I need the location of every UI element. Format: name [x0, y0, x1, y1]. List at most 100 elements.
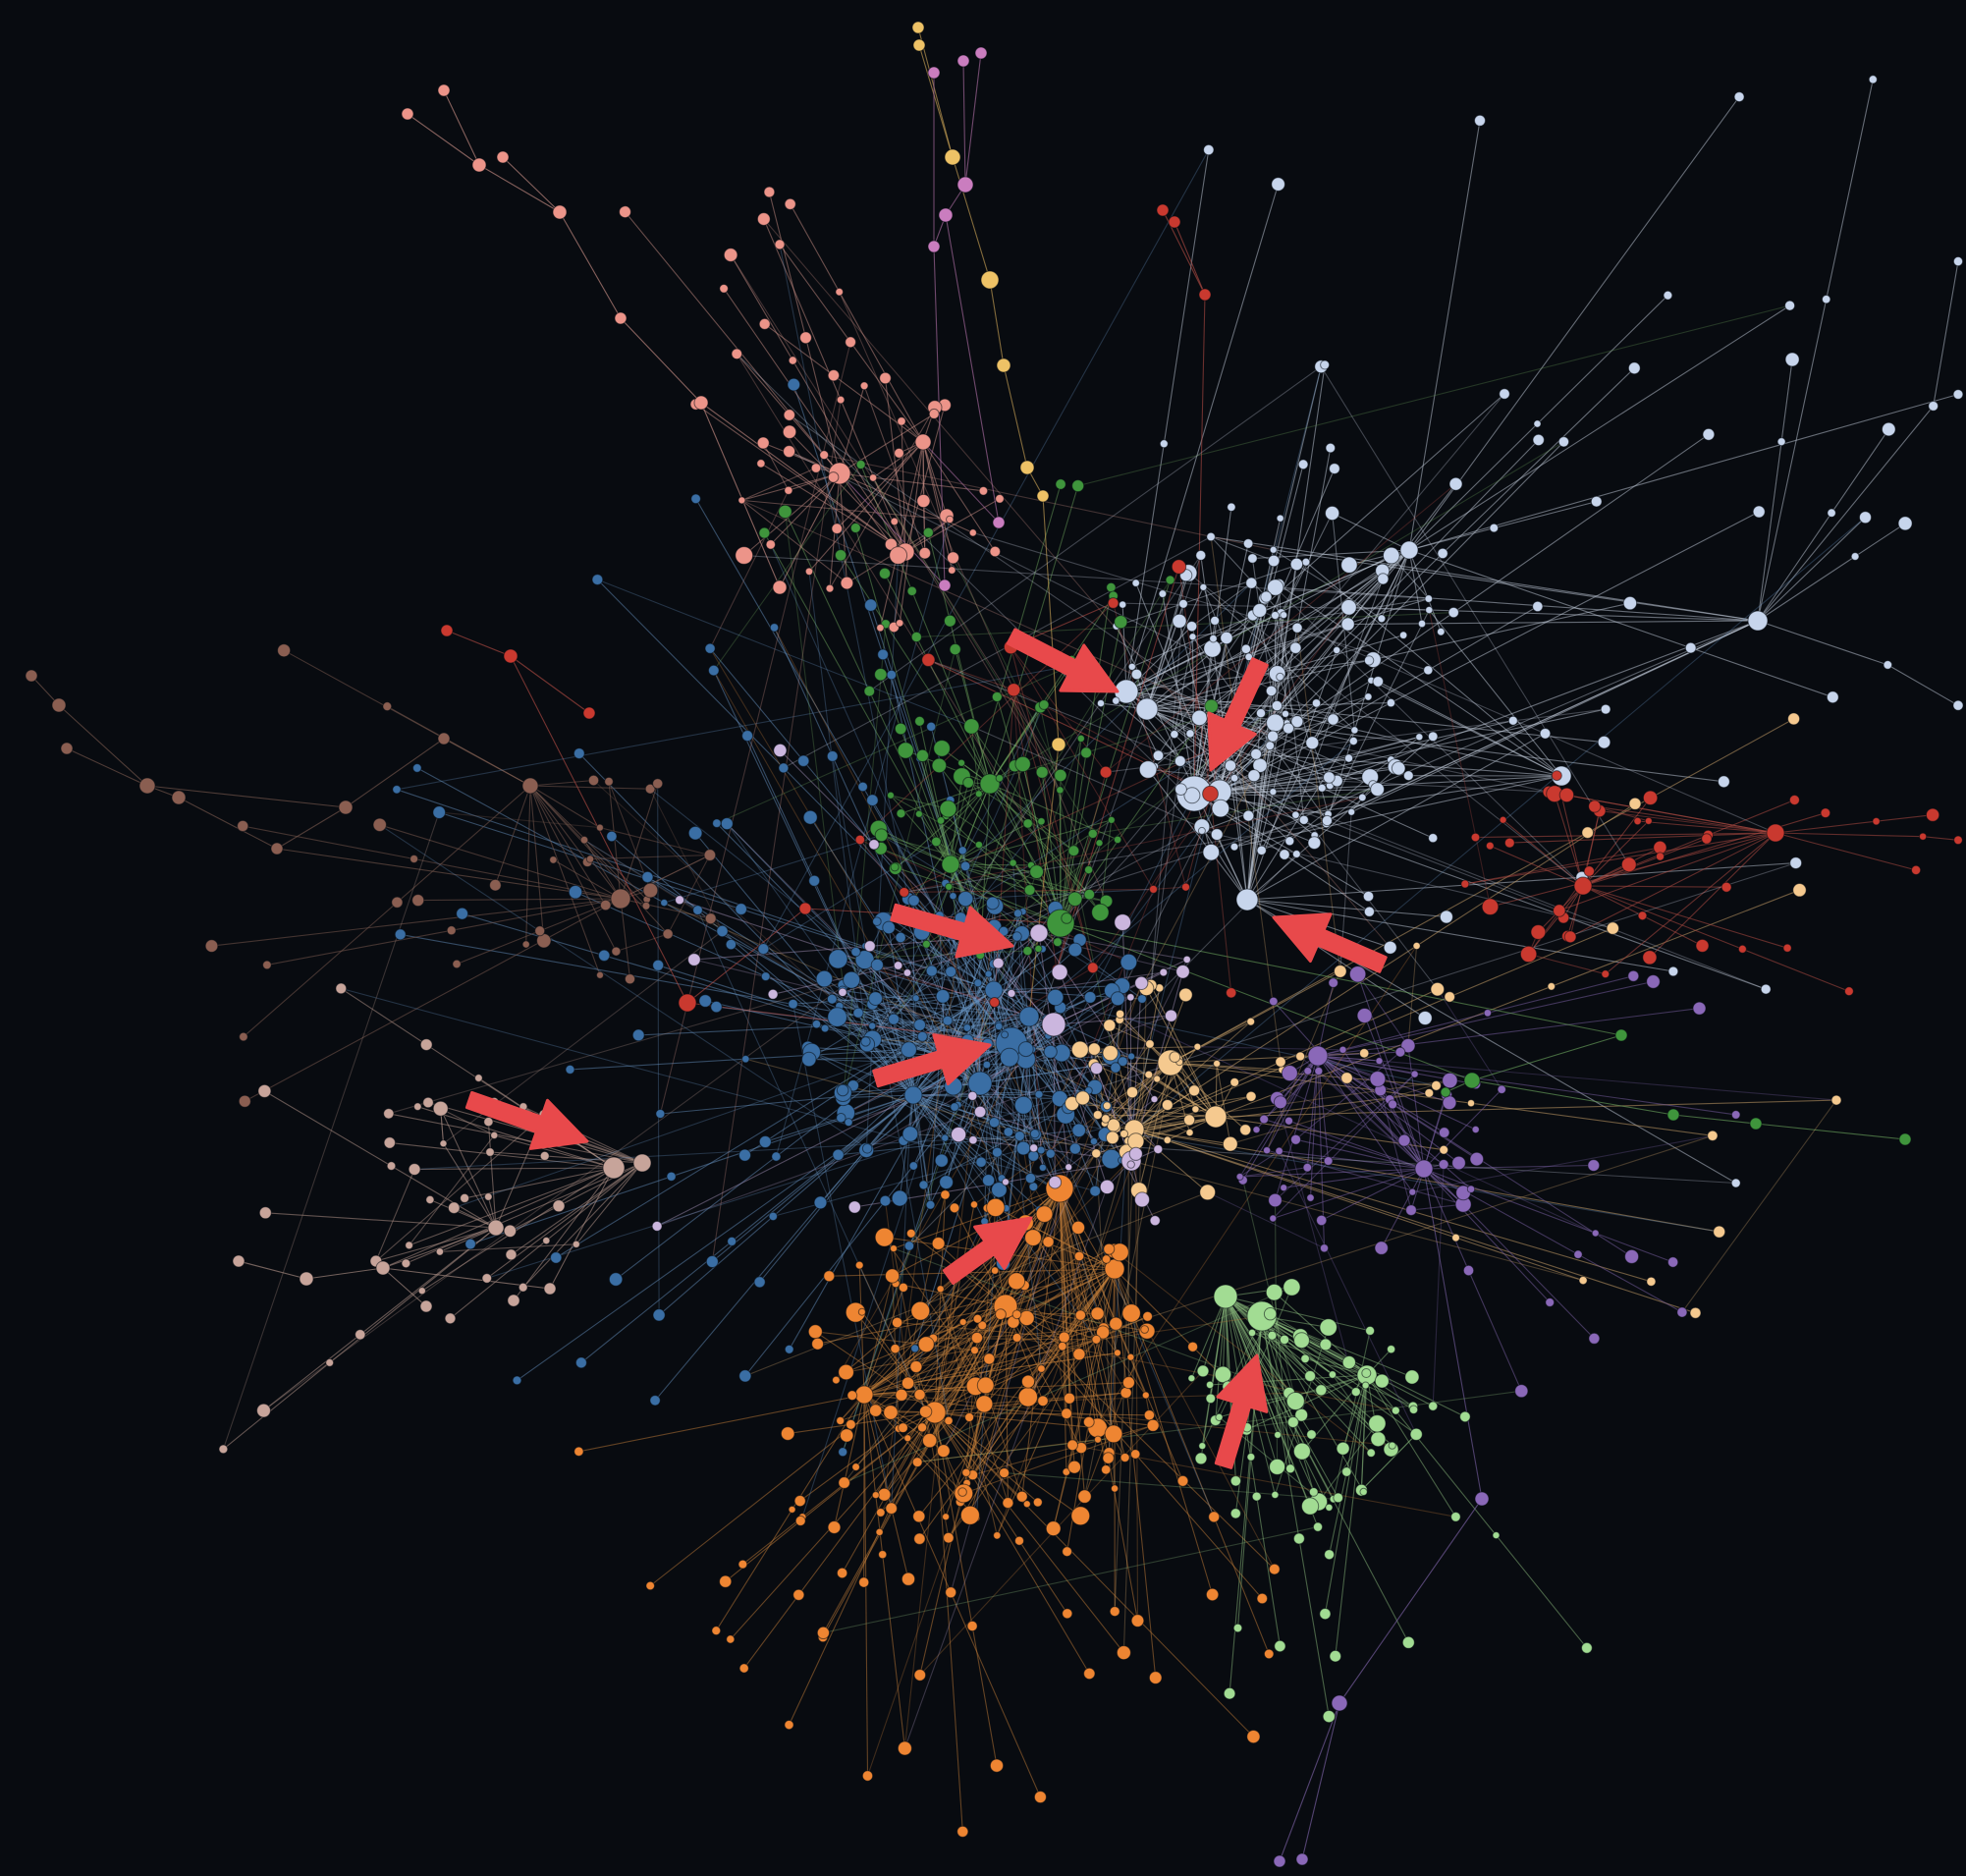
- graph-node[interactable]: [992, 516, 1006, 529]
- graph-node[interactable]: [738, 1148, 751, 1162]
- graph-node[interactable]: [1588, 800, 1602, 813]
- graph-node[interactable]: [1340, 556, 1358, 574]
- graph-node[interactable]: [938, 579, 952, 592]
- graph-node[interactable]: [999, 1467, 1010, 1479]
- graph-node[interactable]: [1013, 1095, 1033, 1115]
- graph-node[interactable]: [1325, 442, 1337, 454]
- graph-node[interactable]: [768, 1211, 778, 1222]
- graph-node[interactable]: [1130, 1614, 1145, 1628]
- graph-node[interactable]: [838, 987, 847, 997]
- graph-node[interactable]: [412, 763, 422, 773]
- graph-node[interactable]: [585, 855, 595, 863]
- graph-node[interactable]: [950, 1102, 959, 1112]
- graph-node[interactable]: [1082, 1415, 1095, 1428]
- graph-node[interactable]: [741, 1055, 750, 1064]
- graph-node[interactable]: [840, 1428, 854, 1443]
- graph-node[interactable]: [1011, 1332, 1022, 1343]
- graph-node[interactable]: [890, 1344, 901, 1354]
- graph-node[interactable]: [239, 1031, 248, 1042]
- graph-node[interactable]: [1003, 1127, 1014, 1137]
- graph-node[interactable]: [417, 1287, 426, 1296]
- graph-node[interactable]: [933, 740, 951, 757]
- graph-node[interactable]: [1308, 1487, 1319, 1497]
- graph-node[interactable]: [895, 931, 906, 944]
- graph-node[interactable]: [481, 1273, 493, 1284]
- graph-node[interactable]: [857, 781, 868, 793]
- graph-node[interactable]: [1911, 864, 1922, 876]
- graph-node[interactable]: [1071, 1123, 1086, 1138]
- graph-node[interactable]: [861, 1770, 874, 1782]
- graph-node[interactable]: [1404, 1369, 1420, 1385]
- graph-node[interactable]: [758, 317, 771, 330]
- graph-node[interactable]: [1597, 735, 1611, 749]
- graph-node[interactable]: [338, 800, 354, 815]
- graph-node[interactable]: [1029, 864, 1044, 879]
- graph-node[interactable]: [573, 1446, 584, 1458]
- graph-node[interactable]: [846, 1390, 858, 1402]
- graph-node[interactable]: [1143, 1409, 1156, 1421]
- graph-node[interactable]: [1362, 890, 1375, 903]
- graph-node[interactable]: [860, 1036, 871, 1047]
- graph-node[interactable]: [1215, 1412, 1224, 1422]
- graph-node[interactable]: [1198, 288, 1212, 302]
- graph-node[interactable]: [1220, 631, 1233, 645]
- graph-node[interactable]: [1101, 1464, 1112, 1475]
- graph-node[interactable]: [1250, 747, 1263, 760]
- graph-node[interactable]: [1844, 986, 1854, 997]
- graph-node[interactable]: [1175, 965, 1190, 979]
- graph-node[interactable]: [832, 1375, 841, 1385]
- graph-node[interactable]: [1229, 773, 1239, 783]
- graph-node[interactable]: [1018, 1309, 1035, 1327]
- graph-node[interactable]: [911, 1457, 923, 1467]
- graph-node[interactable]: [1114, 913, 1132, 931]
- graph-node[interactable]: [678, 993, 697, 1013]
- graph-node[interactable]: [794, 1515, 806, 1526]
- graph-node[interactable]: [784, 197, 796, 210]
- graph-node[interactable]: [632, 1153, 652, 1173]
- graph-node[interactable]: [1135, 697, 1159, 721]
- graph-node[interactable]: [758, 1135, 772, 1148]
- graph-node[interactable]: [836, 395, 846, 405]
- graph-node[interactable]: [969, 1200, 979, 1209]
- graph-node[interactable]: [703, 849, 717, 861]
- graph-node[interactable]: [1397, 1133, 1411, 1147]
- graph-node[interactable]: [917, 1422, 928, 1433]
- graph-node[interactable]: [1099, 1179, 1116, 1195]
- graph-node[interactable]: [1062, 1546, 1072, 1558]
- graph-node[interactable]: [1291, 810, 1300, 819]
- graph-node[interactable]: [1178, 598, 1188, 609]
- graph-node[interactable]: [1240, 643, 1252, 654]
- graph-node[interactable]: [1284, 836, 1295, 847]
- graph-node[interactable]: [996, 358, 1011, 373]
- graph-node[interactable]: [976, 1376, 995, 1395]
- graph-node[interactable]: [1284, 1116, 1293, 1126]
- graph-node[interactable]: [1399, 540, 1419, 560]
- graph-node[interactable]: [386, 1161, 397, 1171]
- graph-node[interactable]: [1271, 1490, 1280, 1500]
- graph-node[interactable]: [1581, 1641, 1593, 1654]
- graph-node[interactable]: [826, 993, 838, 1005]
- graph-node[interactable]: [1311, 698, 1322, 708]
- graph-node[interactable]: [974, 841, 984, 850]
- graph-node[interactable]: [1280, 1184, 1288, 1192]
- graph-node[interactable]: [411, 894, 425, 908]
- graph-node[interactable]: [1301, 1497, 1320, 1516]
- graph-node[interactable]: [1214, 1365, 1232, 1384]
- graph-node[interactable]: [895, 1388, 908, 1402]
- graph-node[interactable]: [1158, 589, 1168, 598]
- graph-node[interactable]: [1646, 974, 1661, 989]
- graph-node[interactable]: [1588, 1332, 1601, 1345]
- graph-node[interactable]: [645, 1580, 656, 1591]
- graph-node[interactable]: [490, 1131, 499, 1140]
- graph-node[interactable]: [1038, 699, 1050, 710]
- graph-node[interactable]: [1701, 833, 1713, 845]
- graph-node[interactable]: [1676, 1306, 1688, 1318]
- graph-node[interactable]: [1113, 1349, 1121, 1357]
- graph-node[interactable]: [1730, 1178, 1741, 1188]
- graph-node[interactable]: [1587, 1159, 1601, 1172]
- graph-node[interactable]: [1246, 1453, 1256, 1462]
- graph-node[interactable]: [1119, 600, 1127, 609]
- graph-node[interactable]: [890, 517, 900, 526]
- graph-node[interactable]: [1333, 645, 1341, 655]
- graph-node[interactable]: [238, 1094, 251, 1108]
